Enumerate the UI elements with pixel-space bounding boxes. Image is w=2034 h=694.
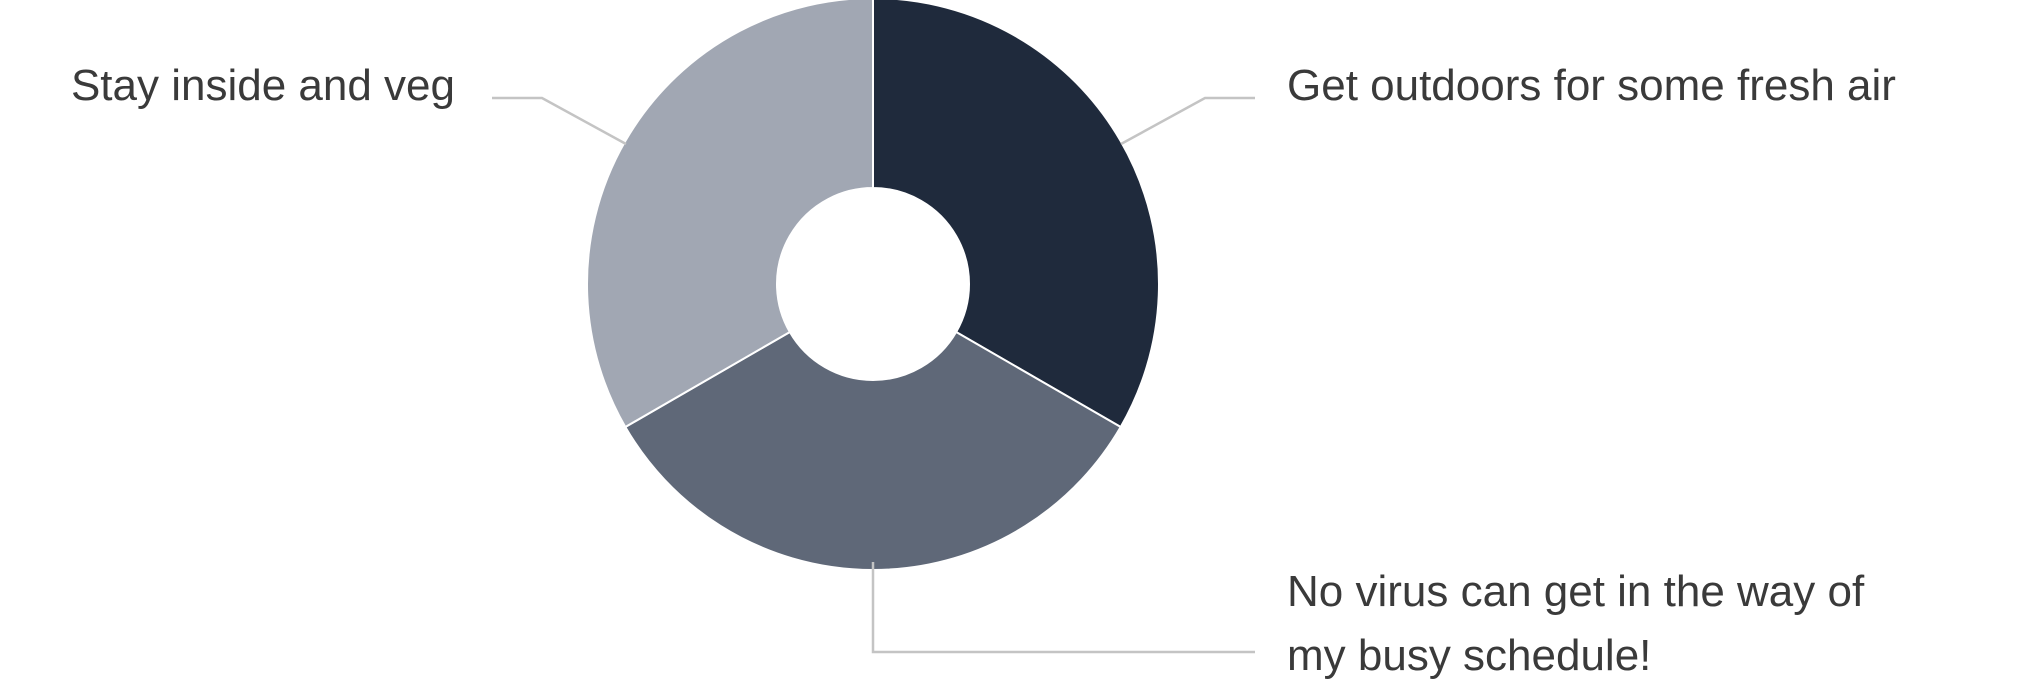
slice-label-line: my busy schedule! [1287,631,1651,680]
donut-slice-1 [872,0,1160,429]
leader-line-3 [492,96,627,146]
leader-line-1 [1120,96,1255,146]
slice-labels: Get outdoors for some fresh air No virus … [71,61,1896,680]
slice-label-1: Get outdoors for some fresh air [1287,61,1896,110]
slice-label-3: Stay inside and veg [71,61,455,110]
donut-slice-2 [623,330,1123,571]
slice-label-line: No virus can get in the way of [1287,567,1865,616]
slice-label-line: Stay inside and veg [71,61,455,110]
slice-label-2: No virus can get in the way of my busy sc… [1287,567,1865,680]
donut-slices [586,0,1160,571]
leader-line-2 [871,562,1255,654]
slice-label-line: Get outdoors for some fresh air [1287,61,1896,110]
leader-lines [492,96,1255,654]
donut-slice-3 [586,0,874,429]
